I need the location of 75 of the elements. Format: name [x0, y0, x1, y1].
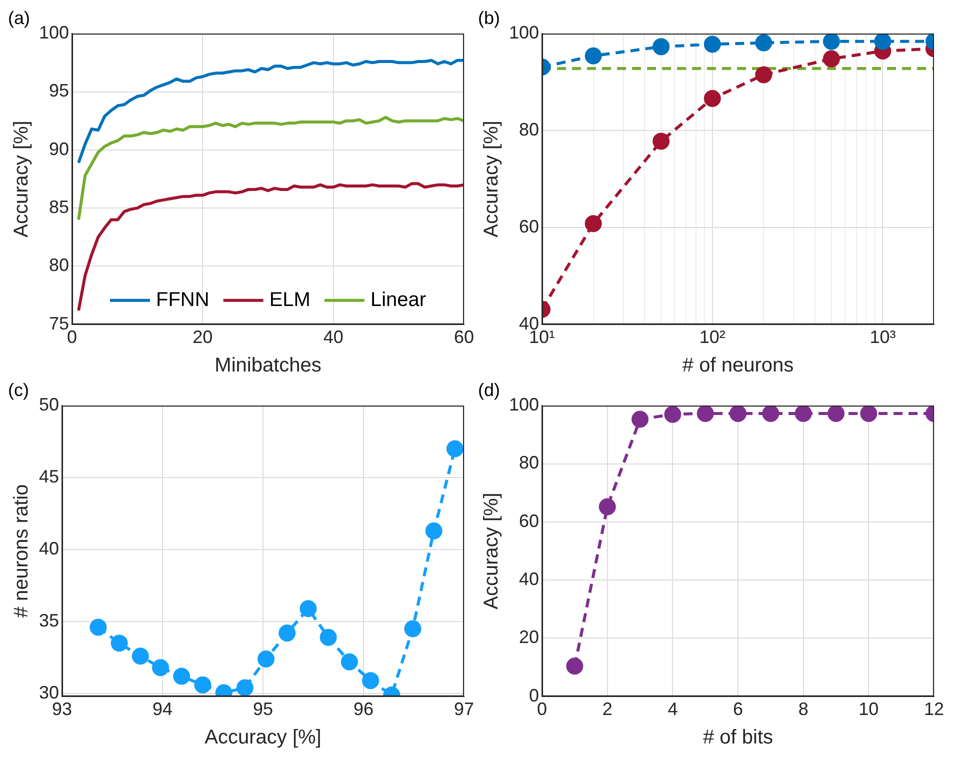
chart-title: (c): [8, 380, 29, 400]
x-axis-title: # of neurons: [682, 354, 794, 377]
x-axis-title: Accuracy [%]: [204, 726, 322, 749]
y-tick-label: 100: [508, 22, 540, 43]
point: [320, 628, 337, 646]
y-tick-label: 95: [49, 80, 70, 101]
y-tick-label: 60: [519, 216, 540, 236]
point: [258, 650, 275, 668]
chart-title: (d): [478, 380, 500, 400]
x-tick-label: 2: [602, 699, 612, 720]
x-tick-label: 96: [353, 699, 374, 720]
y-axis-title: Accuracy [%]: [10, 120, 33, 238]
x-tick-label: 95: [252, 699, 274, 720]
y-tick-label: 100: [38, 22, 70, 43]
x-tick-label: 12: [924, 699, 944, 720]
y-tick-label: 40: [38, 538, 60, 559]
x-tick-label: 10²: [699, 327, 726, 348]
y-tick-label: 40: [519, 569, 540, 590]
point: [828, 406, 845, 422]
point: [446, 440, 464, 458]
y-tick-label: 35: [38, 610, 60, 631]
y-tick-label: 80: [49, 255, 70, 276]
point: [173, 668, 190, 685]
point: [132, 648, 149, 665]
point: [794, 406, 812, 422]
y-tick-label: 50: [38, 394, 60, 415]
point: [664, 406, 682, 423]
y-tick-label: 80: [519, 452, 540, 473]
y-tick-label: 85: [49, 197, 70, 218]
y-tick-label: 45: [38, 466, 60, 487]
y-tick-label: 60: [519, 510, 540, 531]
point: [425, 522, 442, 540]
point: [762, 406, 780, 422]
point: [340, 653, 358, 670]
y-tick-label: 90: [49, 138, 70, 159]
point: [90, 618, 107, 636]
point: [730, 406, 747, 422]
point: [110, 634, 128, 652]
x-tick-label: 10: [858, 699, 879, 720]
x-tick-label: 8: [798, 699, 808, 720]
x-tick-label: 97: [454, 699, 474, 720]
legend-label: ELM: [269, 288, 310, 311]
x-axis-title: # of bits: [702, 726, 774, 749]
y-axis-title: Accuracy [%]: [480, 120, 503, 238]
x-axis-title: Minibatches: [214, 354, 322, 377]
chart-title: (b): [478, 8, 500, 28]
point: [362, 672, 380, 690]
point: [696, 406, 714, 422]
point: [598, 498, 616, 516]
legend-label: FFNN: [156, 288, 210, 311]
x-tick-label: 40: [323, 327, 344, 348]
x-tick-label: 6: [733, 699, 744, 720]
x-tick-label: 4: [668, 699, 678, 720]
x-tick-label: 94: [152, 699, 173, 720]
point: [152, 659, 170, 676]
point: [278, 624, 296, 642]
x-tick-label: 60: [454, 327, 474, 348]
y-tick-label: 20: [519, 627, 540, 648]
point: [566, 658, 584, 675]
point: [300, 600, 317, 618]
point: [632, 410, 649, 428]
y-tick-label: 80: [519, 120, 540, 140]
chart-title: (a): [8, 8, 30, 28]
y-tick-label: 75: [49, 313, 70, 334]
x-tick-label: 20: [192, 327, 213, 348]
y-tick-label: 0: [529, 685, 540, 706]
y-tick-label: 100: [508, 394, 540, 415]
legend-label: Linear: [370, 288, 426, 311]
point: [404, 620, 422, 638]
point: [860, 406, 878, 422]
y-axis-title: Accuracy [%]: [480, 492, 503, 610]
x-tick-label: 10³: [870, 327, 896, 348]
point: [194, 676, 212, 694]
y-axis-title: # neurons ratio: [10, 484, 33, 618]
point: [236, 679, 254, 696]
